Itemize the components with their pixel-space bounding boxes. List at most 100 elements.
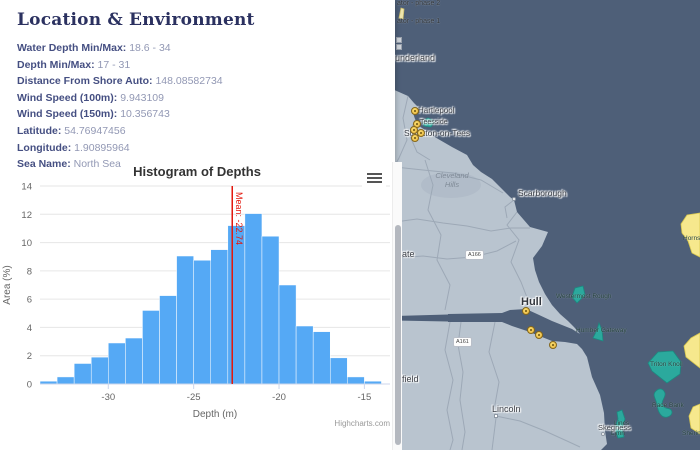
area-label-hills: Hills — [444, 180, 460, 189]
road-badge-a161: A161 — [453, 337, 472, 347]
field-longitude: Longitude: 1.90895964 — [17, 141, 130, 154]
x-tick-label: -20 — [272, 392, 286, 403]
town-label-teesside: Teesside — [420, 119, 448, 126]
port-marker-icon[interactable] — [417, 129, 425, 137]
y-tick-label: 14 — [21, 182, 32, 193]
map-base-layer — [395, 7, 700, 450]
windfarm-label-sheringham: Sheringham — [682, 430, 700, 437]
panel-scrollbar-thumb[interactable] — [394, 225, 401, 445]
y-tick-label: 8 — [27, 266, 32, 277]
port-marker-icon[interactable] — [411, 107, 419, 115]
y-tick-label: 6 — [27, 295, 32, 306]
y-tick-label: 10 — [21, 238, 32, 249]
y-tick-label: 4 — [27, 323, 32, 334]
skegness-dot — [601, 432, 605, 436]
town-label-hartlepool: Hartlepool — [418, 106, 455, 115]
x-tick-label: -15 — [358, 392, 372, 403]
town-label-scarborough: Scarborough — [518, 188, 567, 198]
cleveland-hills-shading — [421, 172, 481, 198]
windfarm-label-humber-gateway: Humber Gateway — [576, 327, 627, 334]
map-canvas[interactable]: ator - phase 2 ator - phase 1 underland … — [395, 0, 700, 450]
histogram-bar[interactable] — [56, 376, 75, 385]
histogram-bar[interactable] — [176, 255, 194, 385]
windfarm-lincs[interactable] — [614, 409, 626, 439]
field-sea-name: Sea Name: North Sea — [17, 158, 121, 171]
hamburger-icon[interactable] — [362, 168, 386, 188]
depth-histogram-chart: 0 2 4 6 8 10 12 14 -30 -25 -20 -15 Mean: -22.74 Histo… — [0, 158, 395, 436]
windfarm-yellow-east[interactable] — [683, 332, 700, 369]
histogram-bar[interactable] — [142, 310, 160, 385]
field-wind-speed-100m: Wind Speed (100m): 9.943109 — [17, 91, 164, 104]
town-label-sunderland: underland — [395, 53, 436, 63]
y-tick-label: 2 — [27, 351, 32, 362]
windfarm-teesside[interactable] — [421, 117, 436, 128]
field-wind-speed-150m: Wind Speed (150m): 10.356743 — [17, 108, 170, 121]
town-label-lincoln: Lincoln — [492, 404, 521, 414]
windfarm-humber-gateway[interactable] — [592, 321, 604, 342]
histogram-bar[interactable] — [244, 213, 263, 385]
y-axis-title: Area (%) — [2, 265, 13, 304]
windfarm-label-westermost-rough: Westermost Rough — [556, 293, 612, 300]
windfarm-label-hornsea: Hornsea — [683, 235, 700, 242]
histogram-bar[interactable] — [108, 342, 126, 385]
map-edge-glyph — [396, 37, 402, 43]
town-label-skegness: Skegness — [598, 423, 631, 432]
town-label-hull: Hull — [521, 296, 542, 308]
field-depth: Depth Min/Max: 17 - 31 — [17, 58, 131, 71]
river-ouse — [395, 314, 448, 322]
road-badge-a166: A166 — [465, 250, 484, 260]
field-latitude: Latitude: 54.76947456 — [17, 124, 126, 137]
y-tick-label: 0 — [27, 380, 32, 391]
port-marker-icon[interactable] — [527, 326, 535, 334]
field-distance-from-shore: Distance From Shore Auto: 148.08582734 — [17, 75, 223, 88]
field-water-depth: Water Depth Min/Max: 18.6 - 34 — [17, 42, 171, 54]
histogram-bar[interactable] — [261, 235, 280, 385]
histogram-bar[interactable] — [210, 249, 229, 385]
road-network — [395, 95, 581, 450]
histogram-bar[interactable] — [278, 284, 297, 385]
histogram-bar[interactable] — [312, 331, 331, 385]
windfarm-hornsea[interactable] — [680, 212, 700, 258]
port-marker-icon[interactable] — [411, 134, 419, 142]
panel-scrollbar-track[interactable] — [392, 162, 402, 450]
x-axis-title: Depth (m) — [193, 409, 237, 420]
highcharts-credit[interactable]: Highcharts.com — [334, 419, 390, 428]
town-label-stockton-on-tees: Stockton-on-Tees — [404, 128, 471, 138]
windfarm-sheringham-shoal[interactable] — [688, 403, 700, 435]
area-label-cleveland: Cleveland — [435, 171, 469, 180]
histogram-bar[interactable] — [90, 356, 109, 385]
port-marker-icon[interactable] — [522, 307, 530, 315]
x-tick-label: -25 — [187, 392, 201, 403]
coastline-land — [395, 90, 607, 450]
map-edge-glyph — [396, 44, 402, 50]
windfarm-race-bank[interactable] — [653, 388, 673, 418]
windfarm-label-triton-knoll: Triton Knoll — [650, 361, 683, 368]
windfarm-label-phase1: ator - phase 1 — [397, 18, 441, 25]
histogram-bar[interactable] — [227, 225, 246, 385]
windfarm-label-phase2: ator - phase 2 — [397, 0, 441, 7]
port-marker-icon[interactable] — [535, 331, 543, 339]
histogram-bar[interactable] — [329, 357, 348, 385]
histogram-bar[interactable] — [193, 260, 211, 385]
scarborough-dot — [512, 197, 516, 201]
windfarm-label-race-bank: Race Bank — [652, 402, 684, 409]
histogram-bar[interactable] — [159, 295, 177, 385]
windfarm-label-lincs: Lincs — [614, 420, 630, 427]
page-title: Location & Environment — [17, 10, 255, 30]
histogram-bar[interactable] — [347, 376, 365, 385]
windfarm-triton-knoll[interactable] — [647, 350, 682, 384]
lincoln-dot — [494, 414, 498, 418]
town-label-harrogate-partial: ate — [402, 249, 415, 259]
windfarm-blyth-demonstrator[interactable] — [398, 7, 405, 20]
mean-line-label: Mean: -22.74 — [234, 192, 244, 245]
histogram-bar[interactable] — [73, 363, 92, 385]
windfarm-westermost-rough[interactable] — [571, 285, 586, 304]
port-marker-icon[interactable] — [549, 341, 557, 349]
location-environment-panel: Location & Environment Water Depth Min/M… — [0, 10, 395, 436]
histogram-bar[interactable] — [125, 337, 143, 385]
windfarm-label-lynn: Lynn — [611, 430, 625, 437]
x-tick-label: -30 — [101, 392, 115, 403]
chart-title: Histogram of Depths — [133, 164, 261, 179]
histogram-bar[interactable] — [295, 325, 314, 385]
town-label-field-partial: field — [402, 374, 419, 384]
